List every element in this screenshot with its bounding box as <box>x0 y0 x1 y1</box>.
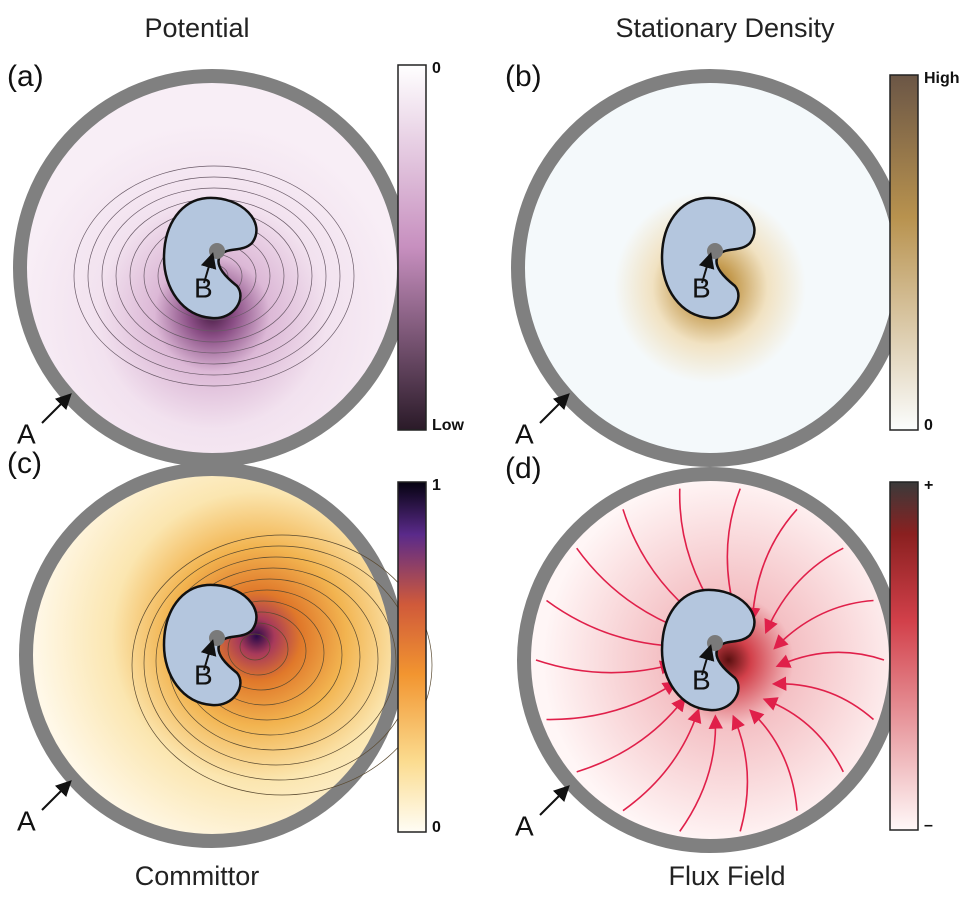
flux-streamline <box>775 651 885 668</box>
pointer <box>539 393 570 424</box>
contour <box>131 534 433 796</box>
flux-streamline <box>535 659 675 675</box>
panel-label: (a) <box>7 60 44 93</box>
panel-title: Potential <box>144 13 249 43</box>
panel: Committor (c) B A 1 0 <box>7 447 441 891</box>
flux-streamline <box>749 709 798 811</box>
colorbar-bottom: – <box>924 817 933 834</box>
pointer <box>41 393 72 424</box>
colorbar-bottom: 0 <box>432 819 441 836</box>
flux-streamline <box>762 697 845 773</box>
colorbar-top: 1 <box>432 477 441 494</box>
panel-title: Flux Field <box>668 861 785 891</box>
point-b: B <box>194 659 213 690</box>
pointer <box>41 780 72 811</box>
contour <box>239 633 271 661</box>
panel-label: (c) <box>7 447 42 480</box>
flux-streamline <box>576 696 686 773</box>
flux-streamline <box>731 714 749 832</box>
flux-streamline <box>773 599 874 650</box>
colorbar-bottom: Low <box>432 417 465 434</box>
flux-streamline <box>764 547 844 635</box>
panel: Flux Field (d) B A + – <box>505 452 933 891</box>
pointer <box>200 639 217 671</box>
point-b: B <box>692 272 711 303</box>
pointer <box>698 644 715 676</box>
pointer <box>200 252 217 284</box>
flux-streamline <box>679 714 723 832</box>
flux-streamline <box>546 681 678 721</box>
contour <box>87 176 341 376</box>
colorbar-bottom: 0 <box>924 417 933 434</box>
panel-label: (d) <box>505 452 542 485</box>
panel-title: Stationary Density <box>615 13 835 43</box>
colorbar <box>397 481 427 833</box>
colorbar <box>889 74 919 431</box>
contour <box>73 165 355 387</box>
flux-streamline <box>771 676 875 721</box>
contour <box>155 556 397 766</box>
colorbar <box>889 481 919 831</box>
flux-streamline <box>622 708 702 812</box>
panel-label: (b) <box>505 60 542 93</box>
point-a: A <box>17 418 36 449</box>
point-a: A <box>17 805 36 836</box>
panel: Stationary Density (b) B A High 0 <box>505 13 960 467</box>
colorbar-top: High <box>924 70 960 87</box>
pointer <box>698 252 715 284</box>
point-b: B <box>692 664 711 695</box>
panel-title: Committor <box>135 861 260 891</box>
contour <box>101 187 327 365</box>
pointer <box>539 785 570 816</box>
colorbar <box>397 64 427 431</box>
point-a: A <box>515 810 534 841</box>
flux-streamline <box>546 599 679 653</box>
point-a: A <box>515 418 534 449</box>
point-b: B <box>194 272 213 303</box>
colorbar-top: 0 <box>432 60 441 77</box>
flux-streamline <box>746 508 798 623</box>
contour <box>227 622 289 676</box>
colorbar-top: + <box>924 477 933 494</box>
panel: Potential (a) B A 0 Low <box>7 13 465 467</box>
